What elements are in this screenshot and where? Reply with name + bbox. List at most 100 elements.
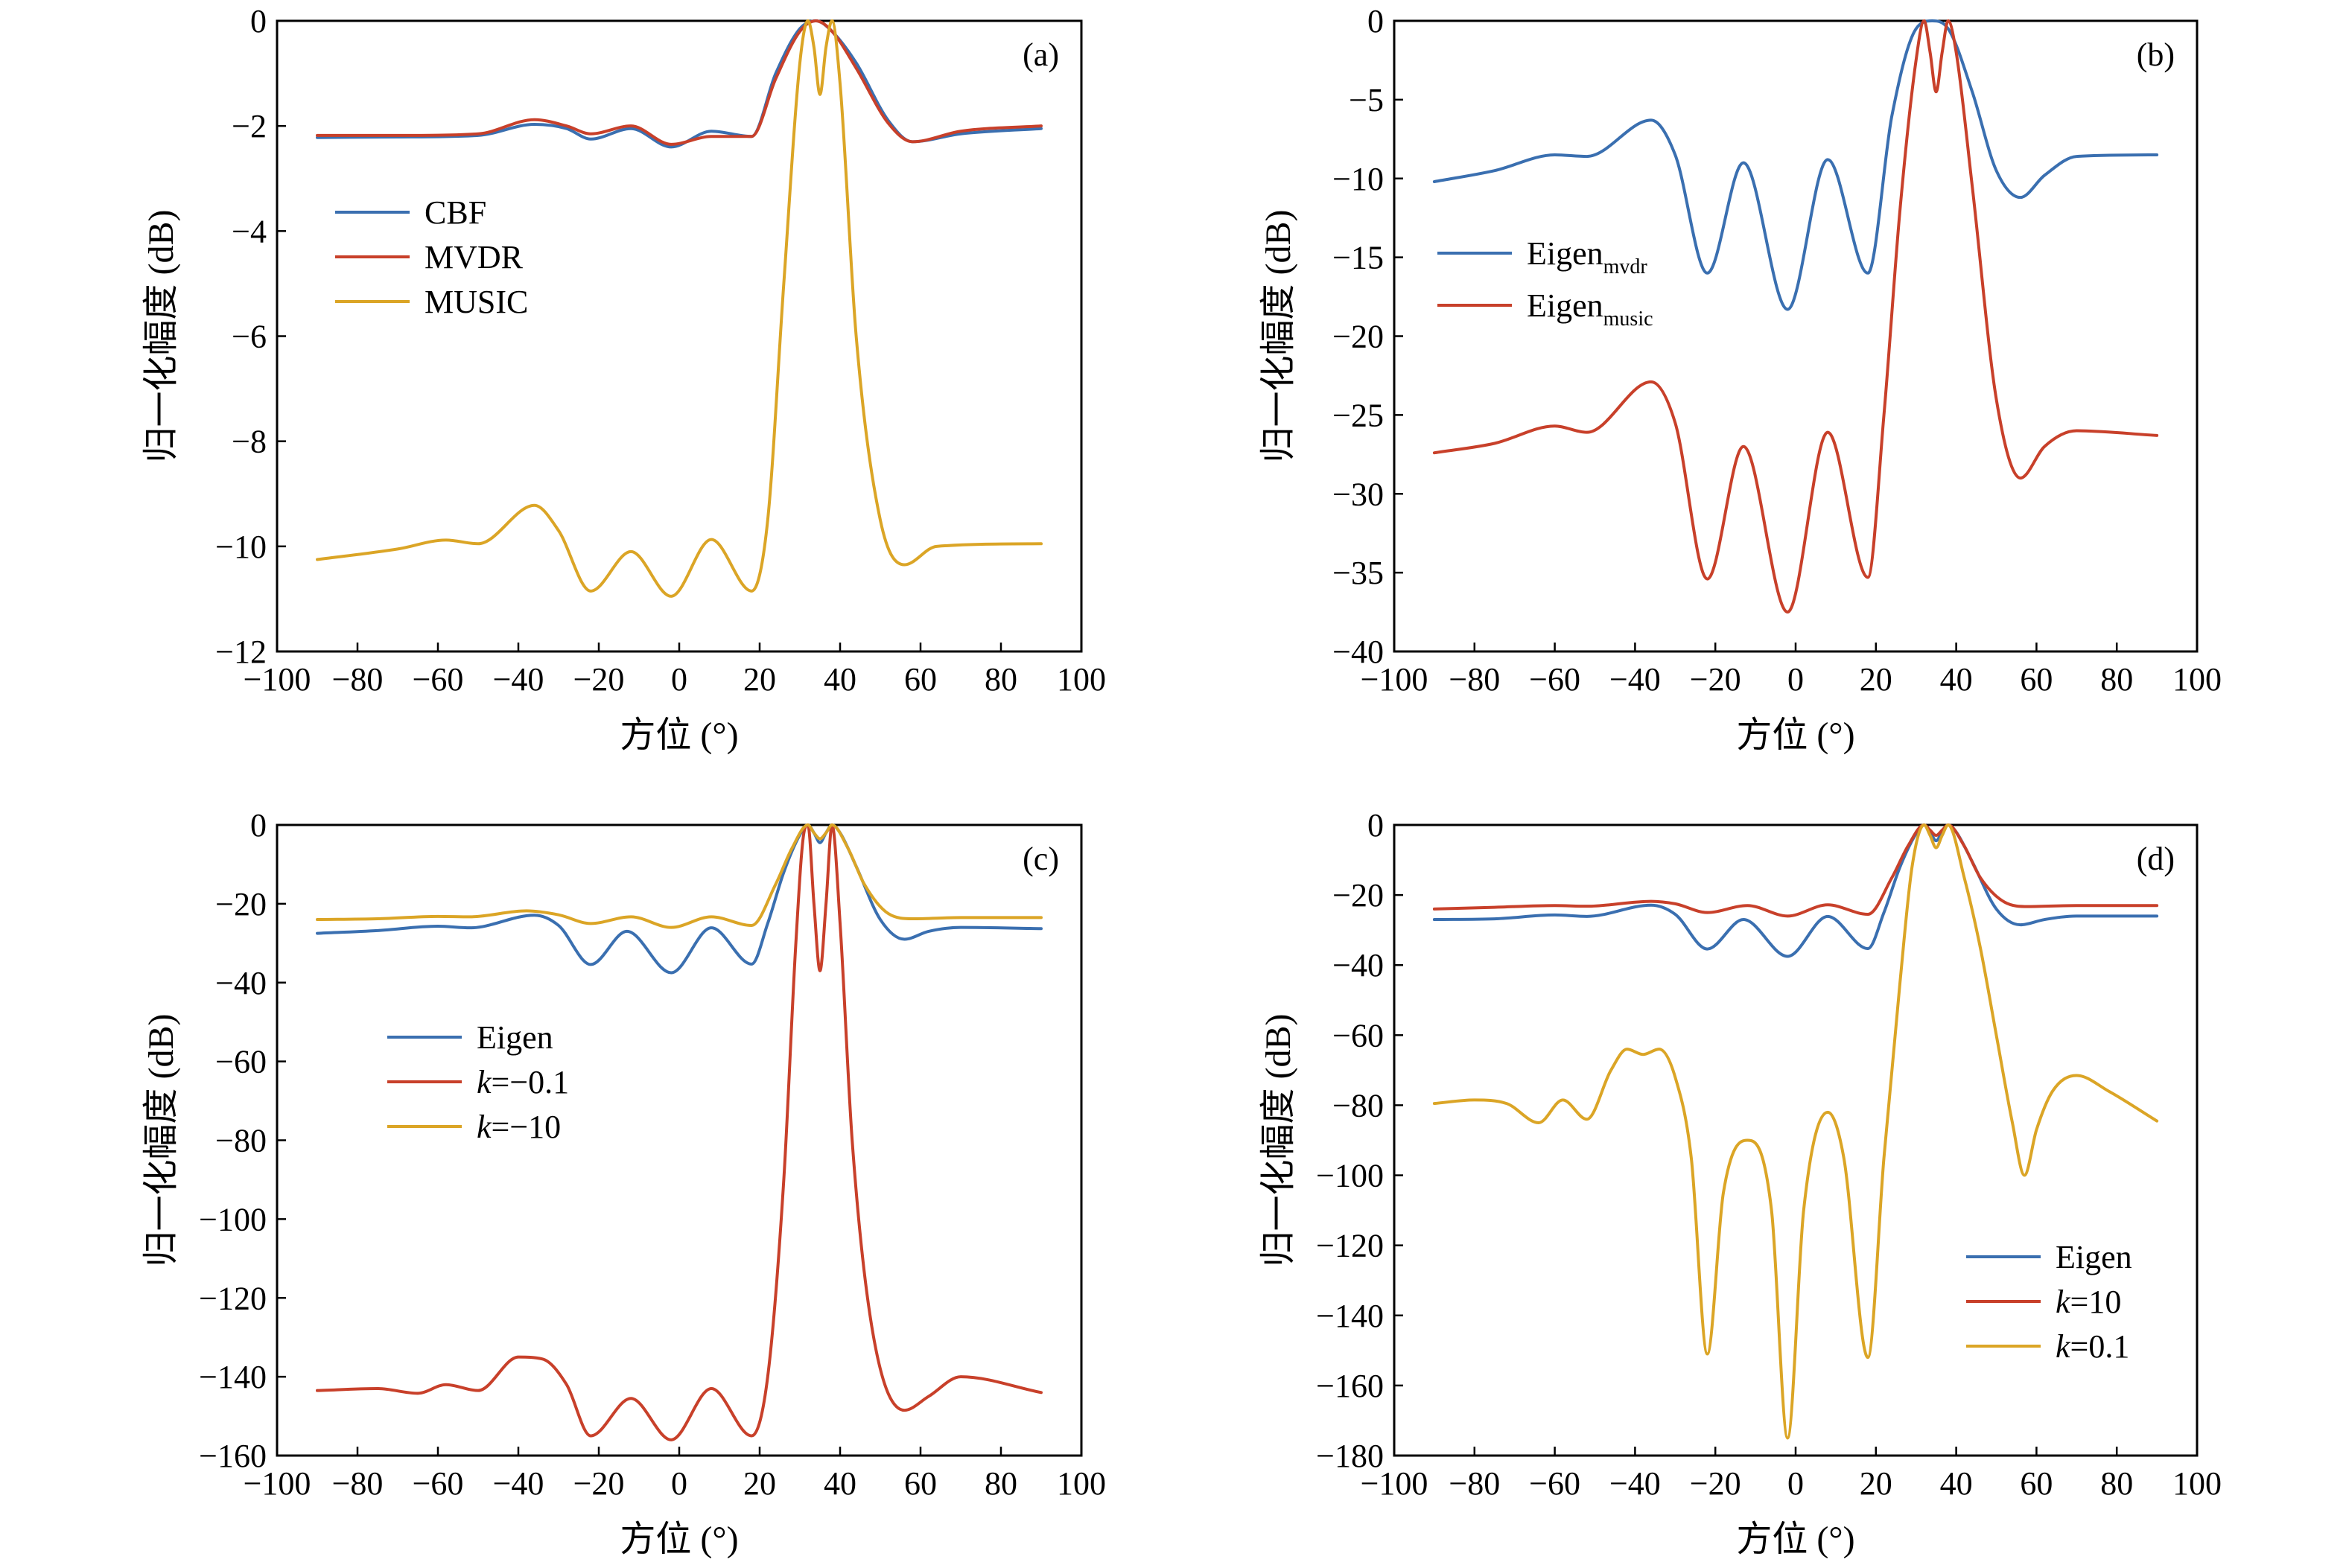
y-tick-label-d: −160 — [1316, 1368, 1384, 1404]
x-tick-label-c: −40 — [493, 1465, 544, 1502]
x-tick-label-b: 40 — [1940, 661, 1973, 698]
y-tick-label-c: −140 — [199, 1359, 267, 1395]
y-tick-label-c: −120 — [199, 1280, 267, 1316]
x-tick-label-b: 20 — [1860, 661, 1892, 698]
x-tick-label-b: 80 — [2100, 661, 2133, 698]
series-line-d-1 — [1432, 823, 2159, 918]
y-tick-label-b: −10 — [1332, 161, 1384, 197]
chart-panel-b: −100 −80 −60 −40 −20 0 20 40 60 80 100 0 −5 −10 −15 −20… — [1259, 3, 2222, 755]
x-axis-title-a: 方位 (°) — [620, 716, 738, 755]
x-tick-label-c: 0 — [671, 1465, 687, 1502]
chart-panel-d: −100 −80 −60 −40 −20 0 20 40 60 80 100 0 −20 −40 −60 −8… — [1259, 807, 2222, 1559]
x-tick-label-d: −60 — [1529, 1465, 1580, 1502]
x-tick-label-d: 20 — [1860, 1465, 1892, 1502]
y-tick-label-b: 0 — [1367, 3, 1384, 39]
series-line-d-2 — [1432, 823, 2159, 1440]
y-axis-title-b: 归一化幅度 (dB) — [1259, 210, 1298, 463]
x-axis-title-b: 方位 (°) — [1736, 716, 1854, 755]
series-line-a-1 — [316, 19, 1043, 146]
x-tick-label-b: −20 — [1690, 661, 1741, 698]
y-tick-label-d: 0 — [1367, 807, 1384, 844]
y-tick-label-b: −15 — [1332, 240, 1384, 276]
x-tick-label-d: 100 — [2172, 1465, 2222, 1502]
legend-label-d-2: k=0.1 — [2056, 1328, 2129, 1365]
x-tick-label-d: −20 — [1690, 1465, 1741, 1502]
y-tick-label-a: −10 — [215, 529, 267, 565]
x-tick-label-c: 20 — [743, 1465, 776, 1502]
x-tick-label-a: 80 — [985, 661, 1017, 698]
x-tick-label-d: 40 — [1940, 1465, 1973, 1502]
series-line-b-0 — [1432, 19, 2159, 311]
legend-label-a-1: MVDR — [425, 239, 524, 275]
x-tick-label-b: 0 — [1787, 661, 1804, 698]
series-line-d-0 — [1432, 823, 2159, 958]
x-axis-title-d: 方位 (°) — [1736, 1520, 1854, 1559]
legend-label-c-2: k=−10 — [477, 1109, 561, 1145]
x-tick-label-a: 20 — [743, 661, 776, 698]
legend-a: CBF MVDR MUSIC — [335, 194, 528, 320]
y-tick-label-c: −40 — [215, 965, 267, 1001]
panel-label-b: (b) — [2137, 36, 2175, 73]
series-line-a-2 — [316, 19, 1043, 598]
series-line-a-0 — [316, 19, 1043, 149]
y-tick-label-c: 0 — [250, 807, 267, 844]
x-tick-label-d: −40 — [1609, 1465, 1661, 1502]
y-axis-title-d: 归一化幅度 (dB) — [1259, 1014, 1298, 1267]
legend-label-d-1: k=10 — [2056, 1284, 2121, 1320]
legend-label-c-0: Eigen — [477, 1019, 553, 1056]
legend-c: Eigen k=−0.1 k=−10 — [387, 1019, 569, 1145]
x-tick-label-d: −100 — [1361, 1465, 1428, 1502]
x-tick-label-c: −80 — [332, 1465, 384, 1502]
x-tick-label-c: 60 — [904, 1465, 937, 1502]
x-axis-title-c: 方位 (°) — [620, 1520, 738, 1559]
y-tick-label-d: −80 — [1332, 1087, 1384, 1124]
x-tick-label-a: 40 — [824, 661, 856, 698]
plot-frame-b — [1393, 19, 2199, 653]
x-tick-label-a: 0 — [671, 661, 687, 698]
plot-frame-c — [276, 823, 1083, 1457]
y-tick-label-d: −120 — [1316, 1228, 1384, 1264]
x-tick-label-a: 100 — [1057, 661, 1106, 698]
x-tick-label-c: −20 — [573, 1465, 625, 1502]
y-axis-title-c: 归一化幅度 (dB) — [142, 1014, 181, 1267]
y-tick-label-b: −25 — [1332, 397, 1384, 433]
y-tick-label-b: −30 — [1332, 476, 1384, 512]
x-tick-label-c: 40 — [824, 1465, 856, 1502]
x-tick-label-a: −100 — [244, 661, 311, 698]
x-tick-label-c: −60 — [413, 1465, 464, 1502]
x-tick-label-d: 0 — [1787, 1465, 1804, 1502]
y-tick-label-a: −2 — [232, 108, 267, 144]
y-tick-label-a: 0 — [250, 3, 267, 39]
y-tick-label-c: −60 — [215, 1044, 267, 1080]
legend-label-a-0: CBF — [425, 194, 486, 231]
legend-d: Eigen k=10 k=0.1 — [1966, 1239, 2132, 1365]
legend-label-b-0: Eigenmvdr — [1527, 235, 1647, 278]
legend-label-c-1: k=−0.1 — [477, 1064, 569, 1100]
y-tick-label-c: −80 — [215, 1123, 267, 1159]
plot-frame-a — [276, 19, 1083, 653]
x-tick-label-d: 60 — [2020, 1465, 2053, 1502]
y-tick-label-d: −20 — [1332, 877, 1384, 914]
x-tick-label-d: −80 — [1449, 1465, 1500, 1502]
x-tick-label-b: −60 — [1529, 661, 1580, 698]
x-tick-label-a: −80 — [332, 661, 384, 698]
panel-label-a: (a) — [1023, 36, 1059, 73]
y-tick-label-b: −35 — [1332, 555, 1384, 591]
x-tick-label-a: −60 — [413, 661, 464, 698]
x-tick-label-c: 100 — [1057, 1465, 1106, 1502]
series-line-c-2 — [316, 823, 1043, 929]
panel-label-d: (d) — [2137, 841, 2175, 877]
y-tick-label-a: −4 — [232, 213, 267, 249]
x-tick-label-a: −20 — [573, 661, 625, 698]
x-tick-label-c: −100 — [244, 1465, 311, 1502]
x-tick-label-b: 60 — [2020, 661, 2053, 698]
x-tick-label-b: −100 — [1361, 661, 1428, 698]
chart-panel-a: −100 −80 −60 −40 −20 0 20 40 60 80 100 0 −2 −4 −6 −8 −10… — [142, 3, 1106, 755]
y-tick-label-a: −8 — [232, 424, 267, 460]
y-tick-label-d: −60 — [1332, 1017, 1384, 1054]
legend-label-b-1: Eigenmusic — [1527, 287, 1653, 331]
legend-b: Eigenmvdr Eigenmusic — [1437, 235, 1653, 331]
x-tick-label-b: −40 — [1609, 661, 1661, 698]
x-tick-label-c: 80 — [985, 1465, 1017, 1502]
